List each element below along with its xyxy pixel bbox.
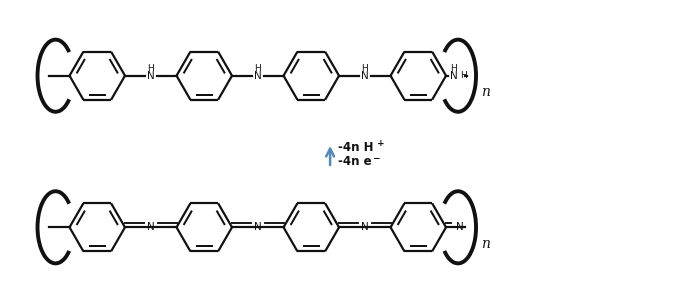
Text: n: n: [481, 85, 490, 99]
Text: H: H: [450, 64, 457, 73]
Text: -4n e: -4n e: [338, 155, 372, 168]
Text: -4n H: -4n H: [338, 141, 374, 154]
Text: N: N: [254, 222, 262, 232]
Text: N: N: [147, 71, 155, 81]
Text: N: N: [456, 222, 463, 232]
Text: N: N: [361, 222, 369, 232]
Text: N: N: [449, 71, 458, 81]
Text: n: n: [481, 237, 490, 251]
Text: N: N: [361, 71, 369, 81]
Text: H: H: [460, 71, 467, 80]
Text: −: −: [372, 154, 379, 163]
Text: N: N: [147, 222, 155, 232]
Text: N: N: [254, 71, 262, 81]
Text: +: +: [376, 139, 384, 148]
Text: H: H: [361, 64, 368, 73]
Text: H: H: [254, 64, 261, 73]
Text: H: H: [147, 64, 154, 73]
